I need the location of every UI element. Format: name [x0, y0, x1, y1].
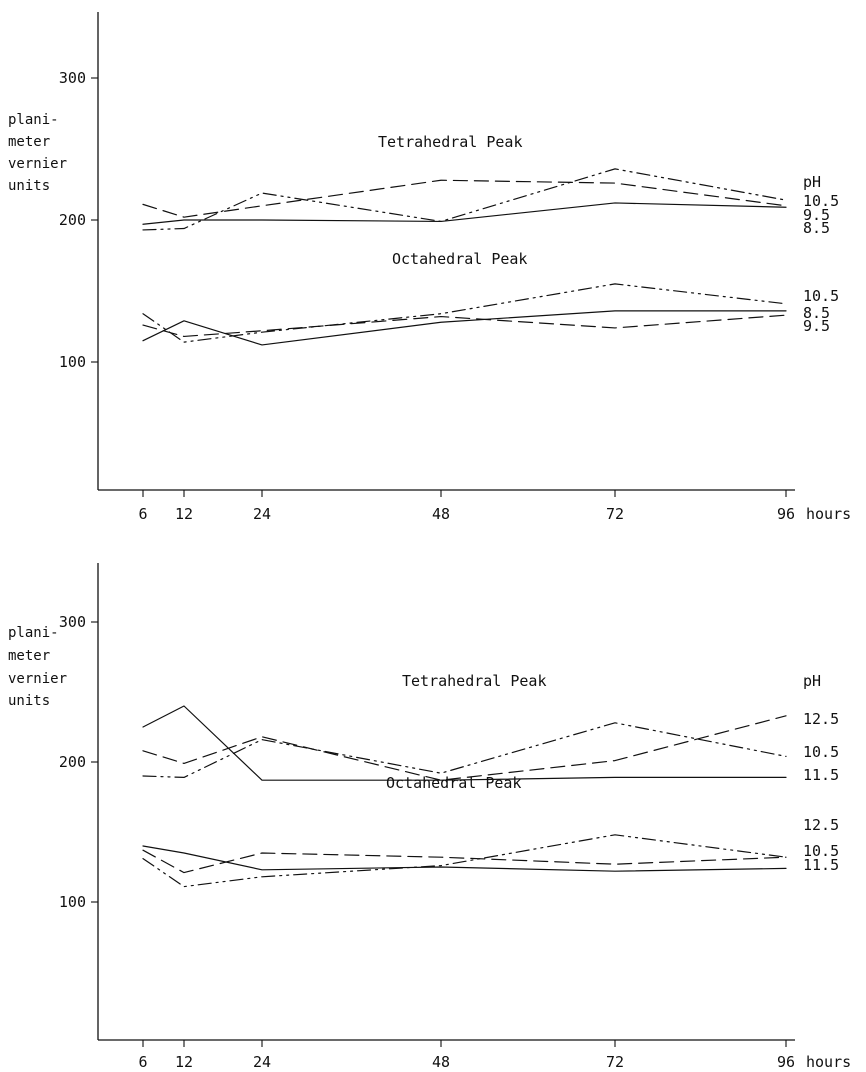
series-line-ph-10-5	[142, 849, 787, 874]
series-line-ph-10-5	[142, 722, 787, 779]
group-title: Tetrahedral Peak	[402, 672, 547, 690]
y-axis-label-line: plani-	[8, 625, 59, 641]
y-axis-label-line: meter	[8, 134, 50, 150]
series-line-ph-8-5	[142, 310, 787, 346]
series-line-ph-9-5	[142, 179, 787, 218]
x-tick-label: 6	[138, 1053, 147, 1071]
y-tick-label: 200	[59, 211, 86, 229]
x-tick-label: 6	[138, 505, 147, 523]
series-label-ph: 9.5	[803, 317, 830, 335]
x-tick-label: 12	[175, 505, 193, 523]
chart-panel-1: 100 200 300 plani-meter vernier units 6 12 24 48 7…	[8, 12, 851, 523]
y-axis-label-line: units	[8, 178, 50, 194]
group-title: Tetrahedral Peak	[378, 133, 523, 151]
x-axis-label: hours	[806, 1053, 851, 1071]
y-axis-label-line: vernier	[8, 671, 67, 687]
ph-legend-title: pH	[803, 173, 821, 191]
series-label-ph: 8.5	[803, 304, 830, 322]
series-line-ph-12-5	[142, 834, 787, 888]
series-line-ph-9-5	[142, 314, 787, 338]
series-label-ph: 9.5	[803, 206, 830, 224]
series-label-ph: 8.5	[803, 219, 830, 237]
y-tick-label: 100	[59, 893, 86, 911]
series-label-ph: 10.5	[803, 192, 839, 210]
x-tick-label: 96	[777, 1053, 795, 1071]
series-label-ph: 11.5	[803, 856, 839, 874]
ph-legend-title: pH	[803, 672, 821, 690]
series-line-ph-12-5	[142, 715, 787, 781]
group-title: Octahedral Peak	[386, 774, 521, 792]
series-line-ph-10-5	[142, 168, 787, 231]
y-tick-label: 100	[59, 353, 86, 371]
series-line-ph-11-5	[142, 705, 787, 781]
x-tick-label: 48	[432, 1053, 450, 1071]
series-line-ph-8-5	[142, 202, 787, 225]
series-label-ph: 12.5	[803, 710, 839, 728]
series-label-ph: 10.5	[803, 842, 839, 860]
x-tick-label: 24	[253, 505, 271, 523]
series-label-ph: 10.5	[803, 743, 839, 761]
series-line-ph-11-5	[142, 845, 787, 872]
x-tick-label: 72	[606, 1053, 624, 1071]
x-tick-label: 48	[432, 505, 450, 523]
y-tick-label: 200	[59, 753, 86, 771]
y-axis-label-line: units	[8, 693, 50, 709]
x-tick-label: 72	[606, 505, 624, 523]
x-tick-label: 96	[777, 505, 795, 523]
y-axis-label-line: plani-	[8, 112, 59, 128]
series-label-ph: 10.5	[803, 287, 839, 305]
y-tick-label: 300	[59, 69, 86, 87]
series-label-ph: 12.5	[803, 816, 839, 834]
y-axis-label-line: meter	[8, 648, 50, 664]
series-label-ph: 11.5	[803, 766, 839, 784]
y-axis-label-line: vernier	[8, 156, 67, 172]
x-axis-label: hours	[806, 505, 851, 523]
x-tick-label: 24	[253, 1053, 271, 1071]
series-line-ph-10-5	[142, 283, 787, 343]
x-tick-label: 12	[175, 1053, 193, 1071]
group-title: Octahedral Peak	[392, 250, 527, 268]
y-tick-label: 300	[59, 613, 86, 631]
